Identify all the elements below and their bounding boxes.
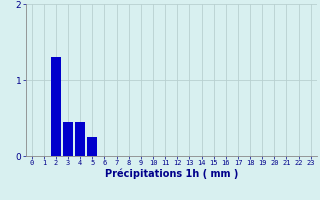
Bar xyxy=(63,122,73,156)
Bar xyxy=(51,57,61,156)
Bar xyxy=(75,122,85,156)
X-axis label: Précipitations 1h ( mm ): Précipitations 1h ( mm ) xyxy=(105,169,238,179)
Bar xyxy=(87,137,98,156)
